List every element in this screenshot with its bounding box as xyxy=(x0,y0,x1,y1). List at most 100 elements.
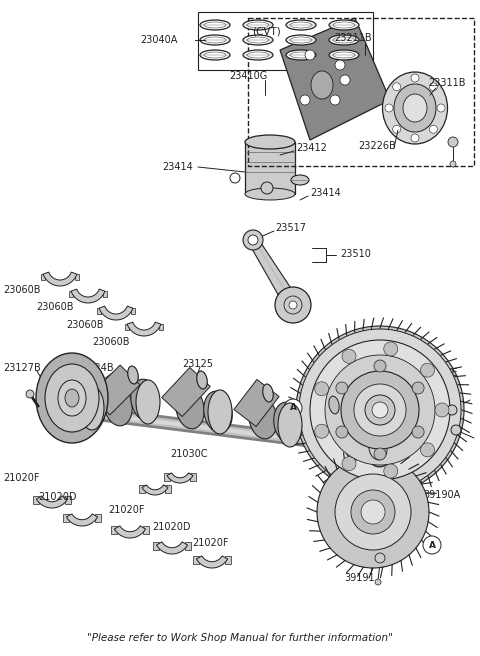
Ellipse shape xyxy=(299,329,461,491)
Text: 23510: 23510 xyxy=(340,249,371,259)
Ellipse shape xyxy=(243,35,273,45)
Bar xyxy=(41,274,45,280)
Circle shape xyxy=(336,382,348,394)
Bar xyxy=(111,526,118,534)
Ellipse shape xyxy=(286,20,316,30)
Bar xyxy=(185,542,191,550)
Bar xyxy=(63,514,70,522)
Ellipse shape xyxy=(329,20,359,30)
Text: 21020F: 21020F xyxy=(108,505,144,515)
Circle shape xyxy=(284,296,302,314)
Polygon shape xyxy=(99,306,133,320)
Text: 21020D: 21020D xyxy=(38,492,76,502)
Ellipse shape xyxy=(36,353,108,443)
Ellipse shape xyxy=(243,50,273,60)
Bar xyxy=(193,556,199,564)
Bar xyxy=(143,526,149,534)
Ellipse shape xyxy=(65,389,79,407)
Ellipse shape xyxy=(136,380,160,424)
Ellipse shape xyxy=(361,500,385,524)
Ellipse shape xyxy=(197,371,207,389)
Circle shape xyxy=(374,448,386,460)
Polygon shape xyxy=(300,392,344,438)
Circle shape xyxy=(447,405,457,415)
Text: 21020F: 21020F xyxy=(192,538,228,548)
Ellipse shape xyxy=(58,380,86,416)
Polygon shape xyxy=(196,556,228,568)
Circle shape xyxy=(393,83,401,91)
Circle shape xyxy=(384,342,398,356)
Ellipse shape xyxy=(383,72,447,144)
Circle shape xyxy=(411,74,419,82)
Text: 23125: 23125 xyxy=(182,359,213,369)
Ellipse shape xyxy=(341,371,419,449)
Text: A: A xyxy=(429,541,435,550)
Polygon shape xyxy=(280,18,390,140)
Circle shape xyxy=(430,125,437,133)
Circle shape xyxy=(448,137,458,147)
Circle shape xyxy=(243,230,263,250)
Text: A: A xyxy=(289,403,297,413)
Ellipse shape xyxy=(333,37,355,43)
Text: 23060B: 23060B xyxy=(36,302,73,312)
Ellipse shape xyxy=(278,403,302,447)
Ellipse shape xyxy=(131,379,159,420)
Ellipse shape xyxy=(335,474,411,550)
Circle shape xyxy=(411,134,419,142)
Bar xyxy=(69,291,73,297)
Ellipse shape xyxy=(263,384,273,402)
Polygon shape xyxy=(247,240,302,305)
Circle shape xyxy=(342,349,356,363)
Text: 23211B: 23211B xyxy=(334,33,372,43)
Text: 23311A: 23311A xyxy=(416,433,454,443)
Ellipse shape xyxy=(290,37,312,43)
Text: 21030C: 21030C xyxy=(170,449,207,459)
Text: 23410G: 23410G xyxy=(229,71,267,81)
Ellipse shape xyxy=(245,135,295,149)
Bar xyxy=(154,542,159,550)
Circle shape xyxy=(275,287,311,323)
Ellipse shape xyxy=(325,355,435,465)
Ellipse shape xyxy=(128,366,138,384)
Ellipse shape xyxy=(200,20,230,30)
Circle shape xyxy=(412,382,424,394)
Ellipse shape xyxy=(243,20,273,30)
Text: "Please refer to Work Shop Manual for further information": "Please refer to Work Shop Manual for fu… xyxy=(87,633,393,643)
Text: 39191: 39191 xyxy=(344,573,374,583)
Circle shape xyxy=(335,60,345,70)
Ellipse shape xyxy=(249,397,277,439)
Ellipse shape xyxy=(80,386,104,430)
FancyBboxPatch shape xyxy=(245,142,295,194)
Polygon shape xyxy=(66,514,97,526)
Bar xyxy=(225,556,230,564)
Ellipse shape xyxy=(351,490,395,534)
Text: 23060B: 23060B xyxy=(92,337,130,347)
Ellipse shape xyxy=(200,35,230,45)
Text: 23060B: 23060B xyxy=(66,320,104,330)
Circle shape xyxy=(423,536,441,554)
Circle shape xyxy=(261,182,273,194)
Ellipse shape xyxy=(343,415,371,457)
Polygon shape xyxy=(127,322,161,336)
Text: 1430JE: 1430JE xyxy=(425,368,458,378)
Circle shape xyxy=(375,579,381,585)
Ellipse shape xyxy=(286,35,316,45)
Circle shape xyxy=(374,360,386,372)
Circle shape xyxy=(230,173,240,183)
Ellipse shape xyxy=(369,436,387,460)
Text: 23060B: 23060B xyxy=(3,285,40,295)
Circle shape xyxy=(430,83,437,91)
Bar xyxy=(34,496,39,504)
Ellipse shape xyxy=(329,50,359,60)
Text: 23311B: 23311B xyxy=(428,78,466,88)
Ellipse shape xyxy=(200,50,230,60)
Circle shape xyxy=(375,553,385,563)
Text: 23124B: 23124B xyxy=(76,363,114,373)
Ellipse shape xyxy=(291,175,309,185)
Circle shape xyxy=(412,426,424,438)
Circle shape xyxy=(26,390,34,398)
Circle shape xyxy=(420,443,434,457)
Ellipse shape xyxy=(311,71,333,99)
Polygon shape xyxy=(142,485,168,495)
Ellipse shape xyxy=(204,22,226,28)
